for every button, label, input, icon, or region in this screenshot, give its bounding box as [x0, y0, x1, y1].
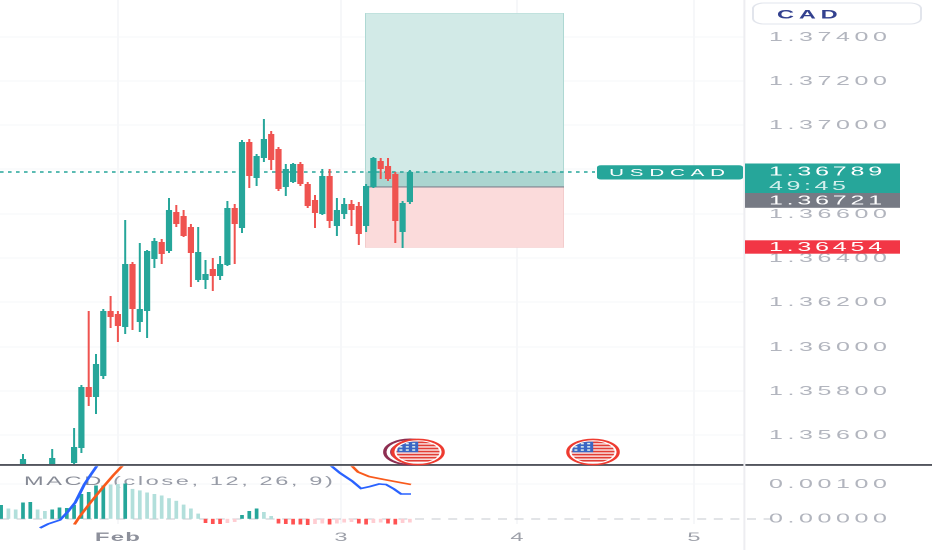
- svg-text:1.36000: 1.36000: [769, 340, 892, 354]
- svg-text:49:45: 49:45: [769, 179, 850, 193]
- svg-text:1.36200: 1.36200: [769, 295, 892, 309]
- svg-text:3: 3: [334, 530, 347, 543]
- svg-text:1.36454: 1.36454: [769, 240, 886, 254]
- svg-text:1.35800: 1.35800: [769, 384, 892, 398]
- svg-text:1.36789: 1.36789: [769, 165, 886, 179]
- svg-text:1.36721: 1.36721: [769, 194, 886, 208]
- svg-text:0.00000: 0.00000: [769, 512, 892, 526]
- svg-text:Feb: Feb: [95, 531, 141, 544]
- svg-text:1.37400: 1.37400: [769, 30, 892, 44]
- svg-text:5: 5: [687, 530, 700, 543]
- svg-text:1.37000: 1.37000: [769, 118, 892, 132]
- svg-text:MACD (close, 12, 26, 9): MACD (close, 12, 26, 9): [24, 474, 335, 487]
- svg-text:1.35600: 1.35600: [769, 428, 892, 442]
- svg-text:4: 4: [510, 530, 523, 543]
- svg-text:1.36600: 1.36600: [769, 207, 892, 221]
- svg-text:CAD: CAD: [777, 8, 842, 21]
- svg-text:1.37200: 1.37200: [769, 74, 892, 88]
- svg-text:0.00100: 0.00100: [769, 477, 892, 491]
- svg-text:USDCAD: USDCAD: [609, 167, 731, 178]
- svg-text:1.36400: 1.36400: [769, 251, 892, 265]
